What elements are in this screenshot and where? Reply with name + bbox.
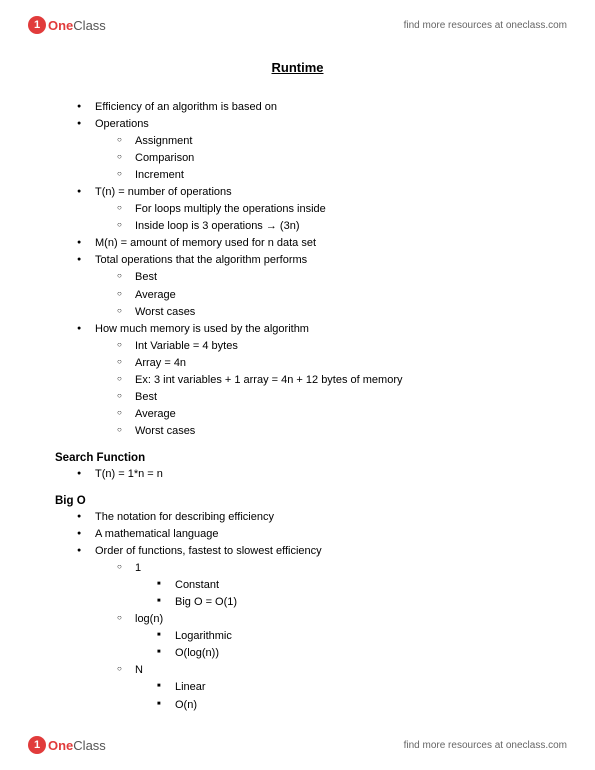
- list-item: Int Variable = 4 bytes: [95, 338, 540, 355]
- list-item: Inside loop is 3 operations → (3n): [95, 218, 540, 235]
- list-item-text: O(log(n)): [175, 647, 219, 659]
- list-item-text: Array = 4n: [135, 357, 186, 369]
- list-level-3: Constant Big O = O(1): [135, 577, 540, 611]
- list-item: Operations Assignment Comparison Increment: [55, 116, 540, 184]
- list-item-text: Big O = O(1): [175, 596, 237, 608]
- list-item: Comparison: [95, 150, 540, 167]
- list-item-text: Average: [135, 408, 176, 420]
- list-item: The notation for describing efficiency: [55, 509, 540, 526]
- list-item-text: T(n) = 1*n = n: [95, 468, 163, 480]
- list-item-text: Order of functions, fastest to slowest e…: [95, 545, 322, 557]
- list-item-text: Constant: [175, 579, 219, 591]
- list-item-text: Comparison: [135, 152, 194, 164]
- logo-text-class: Class: [73, 738, 106, 753]
- list-item: How much memory is used by the algorithm…: [55, 321, 540, 440]
- list-level-2: Int Variable = 4 bytes Array = 4n Ex: 3 in…: [95, 338, 540, 440]
- list-item: Efficiency of an algorithm is based on: [55, 99, 540, 116]
- logo-circle-icon: 1: [28, 16, 46, 34]
- header: 1 OneClass find more resources at onecla…: [0, 12, 595, 38]
- logo-text-one: One: [48, 738, 73, 753]
- main-list: Efficiency of an algorithm is based on Op…: [55, 99, 540, 440]
- list-level-3: Linear O(n): [135, 679, 540, 713]
- list-item-text: N: [135, 664, 143, 676]
- list-item-text: Increment: [135, 169, 184, 181]
- list-item: Constant: [135, 577, 540, 594]
- list-item-text: Inside loop is 3 operations → (3n): [135, 220, 299, 232]
- bigo-heading: Big O: [55, 495, 540, 507]
- list-item: Worst cases: [95, 423, 540, 440]
- brand-logo-footer: 1 OneClass: [28, 736, 106, 754]
- list-level-2: For loops multiply the operations inside…: [95, 201, 540, 235]
- list-item-text: Ex: 3 int variables + 1 array = 4n + 12 …: [135, 374, 403, 386]
- list-item-text: Total operations that the algorithm perf…: [95, 254, 307, 266]
- list-item: O(log(n)): [135, 645, 540, 662]
- list-item: Increment: [95, 167, 540, 184]
- list-item: M(n) = amount of memory used for n data …: [55, 235, 540, 252]
- list-item-text: Linear: [175, 681, 206, 693]
- list-item: Best: [95, 389, 540, 406]
- list-item-text: Int Variable = 4 bytes: [135, 340, 238, 352]
- list-level-2: Assignment Comparison Increment: [95, 133, 540, 184]
- logo-text: OneClass: [48, 18, 106, 33]
- list-item-text: Worst cases: [135, 425, 195, 437]
- logo-text-class: Class: [73, 18, 106, 33]
- list-item-text: O(n): [175, 699, 197, 711]
- list-item-text: Best: [135, 391, 157, 403]
- list-item-text: Logarithmic: [175, 630, 232, 642]
- bigo-list: The notation for describing efficiency A …: [55, 509, 540, 714]
- brand-logo: 1 OneClass: [28, 16, 106, 34]
- list-item-text: The notation for describing efficiency: [95, 511, 274, 523]
- page-title: Runtime: [55, 60, 540, 75]
- list-item: Ex: 3 int variables + 1 array = 4n + 12 …: [95, 372, 540, 389]
- list-item: N Linear O(n): [95, 662, 540, 713]
- list-item-text: M(n) = amount of memory used for n data …: [95, 237, 316, 249]
- list-item: Array = 4n: [95, 355, 540, 372]
- list-item-text: How much memory is used by the algorithm: [95, 323, 309, 335]
- list-item: O(n): [135, 697, 540, 714]
- search-list: T(n) = 1*n = n: [55, 466, 540, 483]
- header-tagline: find more resources at oneclass.com: [404, 20, 567, 31]
- list-item: For loops multiply the operations inside: [95, 201, 540, 218]
- logo-text-one: One: [48, 18, 73, 33]
- list-item-text: For loops multiply the operations inside: [135, 203, 326, 215]
- list-item: log(n) Logarithmic O(log(n)): [95, 611, 540, 662]
- list-item: Best: [95, 269, 540, 286]
- footer: 1 OneClass find more resources at onecla…: [0, 732, 595, 758]
- list-level-2: 1 Constant Big O = O(1) log(n) Logarithmic O(…: [95, 560, 540, 713]
- list-item: Average: [95, 287, 540, 304]
- list-level-3: Logarithmic O(log(n)): [135, 628, 540, 662]
- footer-tagline: find more resources at oneclass.com: [404, 740, 567, 751]
- list-item-text: Operations: [95, 118, 149, 130]
- list-item-text: log(n): [135, 613, 163, 625]
- list-item: 1 Constant Big O = O(1): [95, 560, 540, 611]
- list-item: Big O = O(1): [135, 594, 540, 611]
- list-item: Worst cases: [95, 304, 540, 321]
- list-item-text: Average: [135, 289, 176, 301]
- list-item-text: Efficiency of an algorithm is based on: [95, 101, 277, 113]
- list-level-2: Best Average Worst cases: [95, 269, 540, 320]
- list-item: Logarithmic: [135, 628, 540, 645]
- list-item: A mathematical language: [55, 526, 540, 543]
- list-item: Assignment: [95, 133, 540, 150]
- list-item: Order of functions, fastest to slowest e…: [55, 543, 540, 713]
- list-item: T(n) = number of operations For loops mul…: [55, 184, 540, 235]
- logo-text: OneClass: [48, 738, 106, 753]
- list-item: Average: [95, 406, 540, 423]
- list-item: T(n) = 1*n = n: [55, 466, 540, 483]
- list-item: Total operations that the algorithm perf…: [55, 252, 540, 320]
- logo-circle-icon: 1: [28, 736, 46, 754]
- list-item-text: Worst cases: [135, 306, 195, 318]
- list-item-text: T(n) = number of operations: [95, 186, 232, 198]
- search-heading: Search Function: [55, 452, 540, 464]
- list-item: Linear: [135, 679, 540, 696]
- list-item-text: 1: [135, 562, 141, 574]
- list-item-text: A mathematical language: [95, 528, 219, 540]
- list-item-text: Assignment: [135, 135, 192, 147]
- list-item-text: Best: [135, 271, 157, 283]
- document-body: Runtime Efficiency of an algorithm is ba…: [55, 60, 540, 714]
